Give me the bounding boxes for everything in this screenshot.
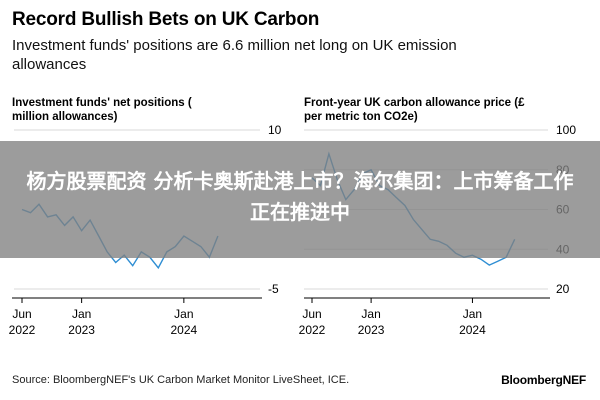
right-y-tick-label: 20	[556, 282, 570, 296]
chart-title: Record Bullish Bets on UK Carbon	[12, 9, 320, 30]
right-x-tick-label: 2023	[358, 323, 385, 337]
left-panel-title-line1: Investment funds' net positions (	[12, 97, 192, 109]
left-panel-title-line2: million allowances)	[12, 111, 118, 123]
right-x-tick-label: Jan	[463, 307, 482, 321]
right-x-tick-label: 2022	[299, 323, 326, 337]
left-panel: Investment funds' net positions ( millio…	[9, 97, 282, 337]
left-x-tick-label: Jun	[12, 307, 31, 321]
news-overlay-banner[interactable]: 杨方股票配资 分析卡奥斯赴港上市？海尔集团：上市筹备工作正在推进中	[0, 141, 600, 258]
left-x-tick-labels: Jun 2022 Jan 2023 Jan 2024	[9, 298, 198, 337]
left-y-tick-label: 10	[268, 123, 282, 137]
chart-subtitle: Investment funds' positions are 6.6 mill…	[12, 37, 457, 73]
right-panel-title-line2: per metric ton CO2e)	[304, 111, 418, 123]
left-x-tick-label: Jan	[174, 307, 193, 321]
left-y-tick-label: -5	[268, 282, 279, 296]
right-x-tick-label: Jan	[361, 307, 380, 321]
left-x-tick-label: Jan	[72, 307, 91, 321]
bloombergnef-logo: BloombergNEF	[501, 373, 586, 387]
right-panel-title-line1: Front-year UK carbon allowance price (£	[304, 97, 525, 109]
left-x-tick-label: 2023	[68, 323, 95, 337]
news-overlay-text[interactable]: 杨方股票配资 分析卡奥斯赴港上市？海尔集团：上市筹备工作正在推进中	[26, 169, 574, 224]
left-x-tick-label: 2024	[171, 323, 198, 337]
right-x-tick-label: Jun	[302, 307, 321, 321]
right-y-tick-label: 100	[556, 123, 576, 137]
left-grid	[14, 129, 260, 290]
source-note: Source: BloombergNEF's UK Carbon Market …	[12, 374, 350, 386]
left-y-tick-labels: -5 10	[268, 123, 282, 296]
left-x-tick-label: 2022	[9, 323, 36, 337]
right-x-tick-label: 2024	[459, 323, 486, 337]
right-x-tick-labels: Jun 2022 Jan 2023 Jan 2024	[299, 298, 486, 337]
